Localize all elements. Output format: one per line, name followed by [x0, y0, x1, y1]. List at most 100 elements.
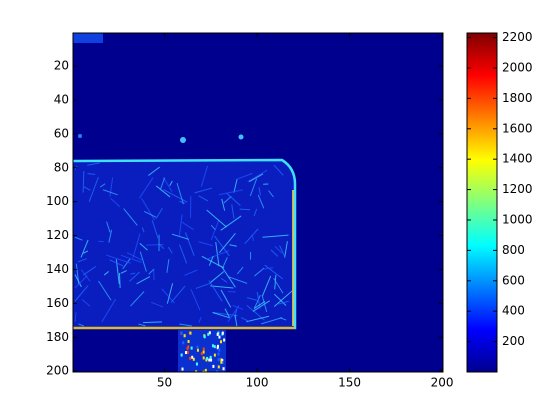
- texture-streak: [130, 272, 136, 275]
- colorbar-tick-label: 1400: [502, 152, 533, 166]
- texture-streak: [198, 316, 202, 323]
- spot: [78, 134, 82, 138]
- texture-streak: [98, 280, 112, 301]
- stem-speck: [204, 368, 207, 372]
- texture-streak: [80, 239, 89, 258]
- y-tick-label: 80: [54, 160, 69, 174]
- stem-speck: [217, 358, 220, 362]
- texture-streak: [141, 227, 145, 233]
- texture-streak: [122, 258, 131, 270]
- texture-streak: [253, 301, 266, 309]
- texture-streak: [129, 271, 140, 282]
- texture-streak: [146, 244, 164, 246]
- stem-speck: [212, 364, 215, 368]
- texture-streak: [184, 232, 195, 257]
- texture-streak: [220, 277, 228, 283]
- texture-streak: [206, 209, 227, 228]
- stem-speck: [180, 353, 183, 357]
- stem-speck: [202, 370, 205, 372]
- texture-streak: [262, 234, 289, 238]
- stem-speck: [196, 348, 199, 352]
- texture-streak: [176, 182, 184, 205]
- texture-streak: [101, 298, 117, 323]
- stem-speck: [203, 335, 206, 339]
- texture-streak: [248, 173, 264, 183]
- texture-streak: [226, 192, 241, 206]
- texture-streak: [215, 241, 220, 267]
- texture-streak: [81, 299, 91, 307]
- texture-streak: [195, 282, 211, 289]
- stem-speck: [208, 331, 211, 335]
- texture-streak: [244, 228, 259, 245]
- texture-streak: [236, 266, 244, 275]
- stem-speck: [209, 355, 212, 359]
- texture-streak: [194, 187, 213, 194]
- texture-streak: [82, 171, 85, 193]
- texture-streak: [201, 255, 225, 269]
- texture-streak: [155, 185, 171, 198]
- x-tick-label: 100: [246, 376, 269, 390]
- stem-speck: [216, 370, 219, 372]
- texture-streak: [278, 300, 290, 305]
- stem-speck: [196, 345, 199, 349]
- texture-streak: [103, 271, 109, 276]
- heatmap-image: [73, 33, 443, 372]
- texture-streak: [159, 177, 166, 191]
- y-tick-label: 100: [46, 194, 69, 208]
- stem-speck: [186, 350, 189, 354]
- texture-streak: [253, 208, 258, 217]
- stem-speck: [223, 338, 226, 342]
- texture-streak: [169, 180, 173, 187]
- stem-speck: [202, 350, 205, 354]
- corner-spot: [73, 33, 103, 43]
- x-tick-label: 50: [157, 376, 172, 390]
- texture-streak: [210, 220, 220, 241]
- stem-texture: [180, 331, 226, 372]
- texture-streak: [209, 271, 225, 284]
- texture-streak: [200, 165, 209, 187]
- colorbar-tick-label: 1000: [502, 212, 533, 226]
- texture-streak: [148, 268, 155, 275]
- texture-streak: [162, 177, 173, 192]
- stem-speck: [191, 355, 194, 359]
- stem-speck: [190, 346, 193, 350]
- stem-speck: [211, 344, 214, 348]
- stem-speck: [189, 331, 192, 335]
- texture-streak: [210, 285, 234, 289]
- texture-streak: [284, 241, 288, 258]
- y-tick-label: 40: [54, 92, 69, 106]
- stem-speck: [202, 347, 205, 351]
- texture-streak: [179, 323, 192, 327]
- texture-streak: [234, 314, 238, 327]
- texture-streak: [224, 308, 230, 318]
- texture-streak: [220, 215, 242, 231]
- texture-streak: [132, 233, 141, 259]
- texture-streak: [139, 177, 154, 199]
- texture-streak: [74, 275, 88, 289]
- stem-speck: [195, 362, 198, 366]
- texture-streak: [82, 266, 96, 276]
- stem-speck: [210, 358, 213, 362]
- texture-streak: [222, 257, 228, 267]
- stem-speck: [216, 344, 219, 348]
- stem-speck: [200, 352, 203, 356]
- colorbar-tick-label: 200: [502, 334, 525, 348]
- stem-speck: [202, 356, 205, 360]
- stem-speck: [213, 353, 216, 357]
- texture-streak: [220, 289, 232, 308]
- texture-streak: [257, 194, 265, 209]
- texture-streak: [163, 189, 188, 203]
- texture-streak: [138, 323, 146, 327]
- y-tick-label: 180: [46, 330, 69, 344]
- texture-streak: [78, 323, 84, 327]
- stem-speck: [192, 357, 195, 361]
- texture-streak: [261, 295, 268, 313]
- texture-streak: [261, 317, 283, 325]
- texture-streak: [240, 317, 250, 323]
- texture-streak: [208, 280, 223, 302]
- texture-streak: [198, 195, 209, 202]
- x-tick-label: 150: [338, 376, 361, 390]
- texture-streak: [210, 224, 216, 231]
- texture-streak: [123, 208, 138, 226]
